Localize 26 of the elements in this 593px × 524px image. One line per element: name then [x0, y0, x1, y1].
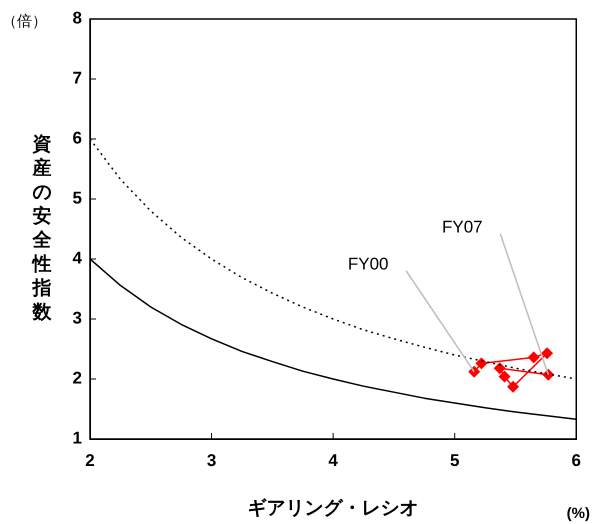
y-tick-label: 6 — [72, 128, 82, 148]
x-axis-title: ギアリング・レシオ — [248, 498, 419, 519]
point — [507, 380, 520, 393]
x-tick-label: 6 — [572, 450, 582, 470]
point — [494, 362, 506, 374]
point — [468, 366, 480, 378]
text: (%) — [566, 505, 590, 522]
annotation: FY07 — [442, 217, 483, 236]
point — [541, 347, 554, 360]
x-tick-label: 5 — [450, 450, 460, 470]
y-tick-label: 1 — [72, 428, 82, 448]
annotation: FY00 — [348, 254, 388, 274]
x-tick-label: 2 — [85, 450, 95, 470]
x-tick-label: 4 — [328, 450, 338, 470]
y-tick-label: 8 — [72, 8, 82, 28]
y-tick-label: 4 — [72, 248, 83, 268]
text: （倍） — [2, 13, 47, 30]
point — [475, 357, 488, 370]
point — [498, 370, 511, 383]
y-tick-label: 3 — [72, 308, 82, 328]
y-tick-label: 7 — [72, 68, 82, 88]
y-tick-label: 2 — [72, 368, 82, 388]
y-axis-title: 資産の安全性指数 — [32, 134, 52, 324]
x-tick-label: 3 — [206, 450, 216, 470]
point — [528, 351, 540, 364]
y-tick-label: 5 — [72, 188, 82, 208]
